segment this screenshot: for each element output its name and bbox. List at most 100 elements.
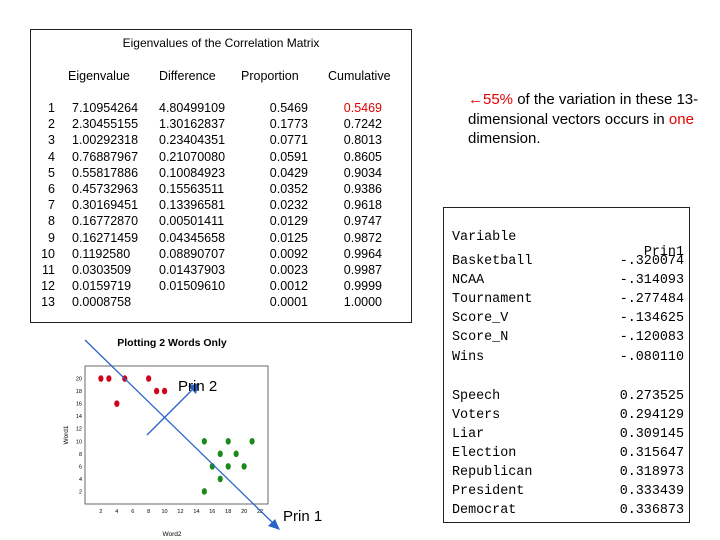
cell-idx: 11: [42, 262, 55, 277]
cell-prop: 0.0771: [269, 133, 308, 148]
y-axis-label: Word1: [63, 425, 70, 444]
cell-eig: 0.16772870: [72, 214, 139, 229]
x-tick-label: 8: [147, 509, 150, 515]
annotation-emphasis: one: [668, 110, 694, 128]
variable-name: Voters: [452, 407, 501, 423]
variable-name: Basketball: [452, 254, 533, 269]
variable-name: Democrat: [452, 503, 517, 519]
loading-value: 0.294129: [619, 407, 684, 423]
y-axis-ticks: 2 4 6 8 10 12 14 16 18 20: [76, 377, 82, 496]
prin2-arrowhead: [188, 383, 199, 394]
cell-prop: 0.0352: [269, 181, 308, 196]
x-tick-label: 20: [241, 509, 247, 515]
cell-eig: 1.00292318: [72, 133, 139, 148]
cell-eig: 0.30169451: [72, 198, 139, 213]
y-tick-label: 18: [76, 389, 82, 395]
cell-diff: 0.00501411: [159, 214, 225, 229]
cell-prop: 0.0023: [269, 262, 308, 277]
cell-idx: 1: [48, 101, 55, 115]
cell-cum: 0.9747: [343, 214, 382, 229]
cell-eig: 0.45732963: [72, 181, 139, 196]
cell-eig: 0.0008758: [72, 295, 132, 310]
x-tick-label: 4: [115, 509, 118, 515]
loading-row: Democrat 0.336873: [452, 503, 688, 522]
cell-cum: 0.5469: [343, 101, 382, 115]
header-cumulative: Cumulative: [328, 69, 391, 83]
prin2-label: Prin 2: [178, 378, 218, 395]
variable-name: Liar: [452, 426, 485, 442]
cell-cum: 0.9964: [343, 246, 382, 261]
header-eigenvalue: Eigenvalue: [68, 69, 130, 83]
header-variable: Variable: [452, 230, 517, 245]
cell-cum: 0.9618: [343, 198, 382, 213]
eigenvalue-table: Eigenvalues of the Correlation Matrix Ei…: [30, 29, 412, 323]
loading-value: -.080110: [619, 349, 684, 365]
word-scatter-plot: Plotting 2 Words Only 2 4 6 8 10 12 14 16 18 20 22…: [63, 337, 280, 538]
cell-diff: 0.08890707: [159, 246, 226, 261]
y-tick-label: 2: [79, 489, 82, 495]
cell-prop: 0.0232: [269, 198, 308, 213]
cell-cum: 0.9999: [343, 279, 382, 294]
column-proportion: 0.5469 0.1773 0.0771 0.0591 0.0429 0.0352 0.02…: [263, 100, 308, 310]
cell-idx: 10: [41, 246, 55, 261]
green-data-point: [201, 437, 207, 445]
prin1-axis-line: [84, 339, 276, 526]
variable-name: Score_N: [452, 330, 509, 346]
green-data-point: [217, 450, 223, 458]
cell-eig: 2.30455155: [72, 117, 139, 132]
x-tick-label: 2: [99, 509, 102, 515]
cell-idx: 8: [48, 214, 55, 229]
loading-row: Republican 0.318973: [452, 465, 688, 484]
loading-value: 0.309145: [619, 426, 684, 442]
cell-prop: 0.0092: [269, 246, 308, 261]
loading-value: -.314093: [619, 273, 684, 289]
cell-cum: 0.8013: [343, 133, 382, 148]
cell-cum: 0.9987: [343, 262, 382, 277]
cell-idx: 5: [48, 165, 55, 180]
green-data-point: [233, 450, 239, 458]
y-tick-label: 20: [76, 377, 82, 383]
cell-diff: 0.04345658: [159, 230, 226, 245]
cell-idx: 3: [48, 133, 55, 148]
loading-row: Liar 0.309145: [452, 427, 688, 446]
loading-value: 0.336873: [619, 503, 684, 519]
scatter-title: Plotting 2 Words Only: [117, 337, 227, 349]
x-tick-label: 22: [257, 509, 263, 515]
loading-value: -.134625: [619, 311, 684, 327]
loading-value: -.277484: [619, 292, 684, 308]
cell-prop: 0.5469: [269, 101, 308, 115]
variable-name: Tournament: [452, 292, 533, 308]
green-data-point: [241, 463, 247, 470]
cell-idx: 7: [48, 198, 55, 213]
y-tick-label: 16: [76, 402, 82, 408]
cell-prop: 0.0591: [269, 149, 308, 164]
loading-row: Score_V -.134625: [452, 311, 688, 330]
cell-prop: 0.0012: [269, 279, 308, 294]
cell-eig: 0.16271459: [72, 230, 139, 245]
loading-value: -.320074: [619, 254, 684, 269]
cell-diff: 1.30162837: [159, 117, 226, 132]
x-tick-label: 18: [225, 509, 231, 515]
cell-diff: 0.13396581: [159, 198, 226, 213]
prin1-label: Prin 1: [283, 508, 323, 525]
cell-eig: 7.10954264: [72, 101, 139, 115]
cell-cum: 0.7242: [343, 117, 382, 132]
loading-row: Wins -.080110: [452, 350, 688, 369]
cell-idx: 13: [41, 295, 55, 310]
loading-value: -.120083: [619, 330, 684, 346]
cell-eig: 0.0159719: [72, 279, 132, 294]
cell-cum: 1.0000: [343, 295, 382, 310]
y-tick-label: 6: [79, 464, 82, 470]
loading-value: 0.333439: [619, 484, 684, 500]
header-proportion: Proportion: [241, 69, 299, 83]
green-data-point: [201, 488, 207, 495]
loading-row: Speech 0.273525: [452, 389, 688, 408]
column-eigenvalue: 7.10954264 2.30455155 1.00292318 0.76887967…: [72, 100, 138, 310]
loading-row: Basketball -.320074: [452, 254, 688, 273]
loading-row: Score_N -.120083: [452, 330, 688, 349]
cell-idx: 9: [48, 230, 55, 245]
cell-diff: 0.01509610: [159, 279, 226, 294]
x-tick-label: 16: [209, 509, 215, 515]
variable-name: Republican: [452, 465, 533, 480]
y-tick-label: 8: [79, 452, 82, 458]
